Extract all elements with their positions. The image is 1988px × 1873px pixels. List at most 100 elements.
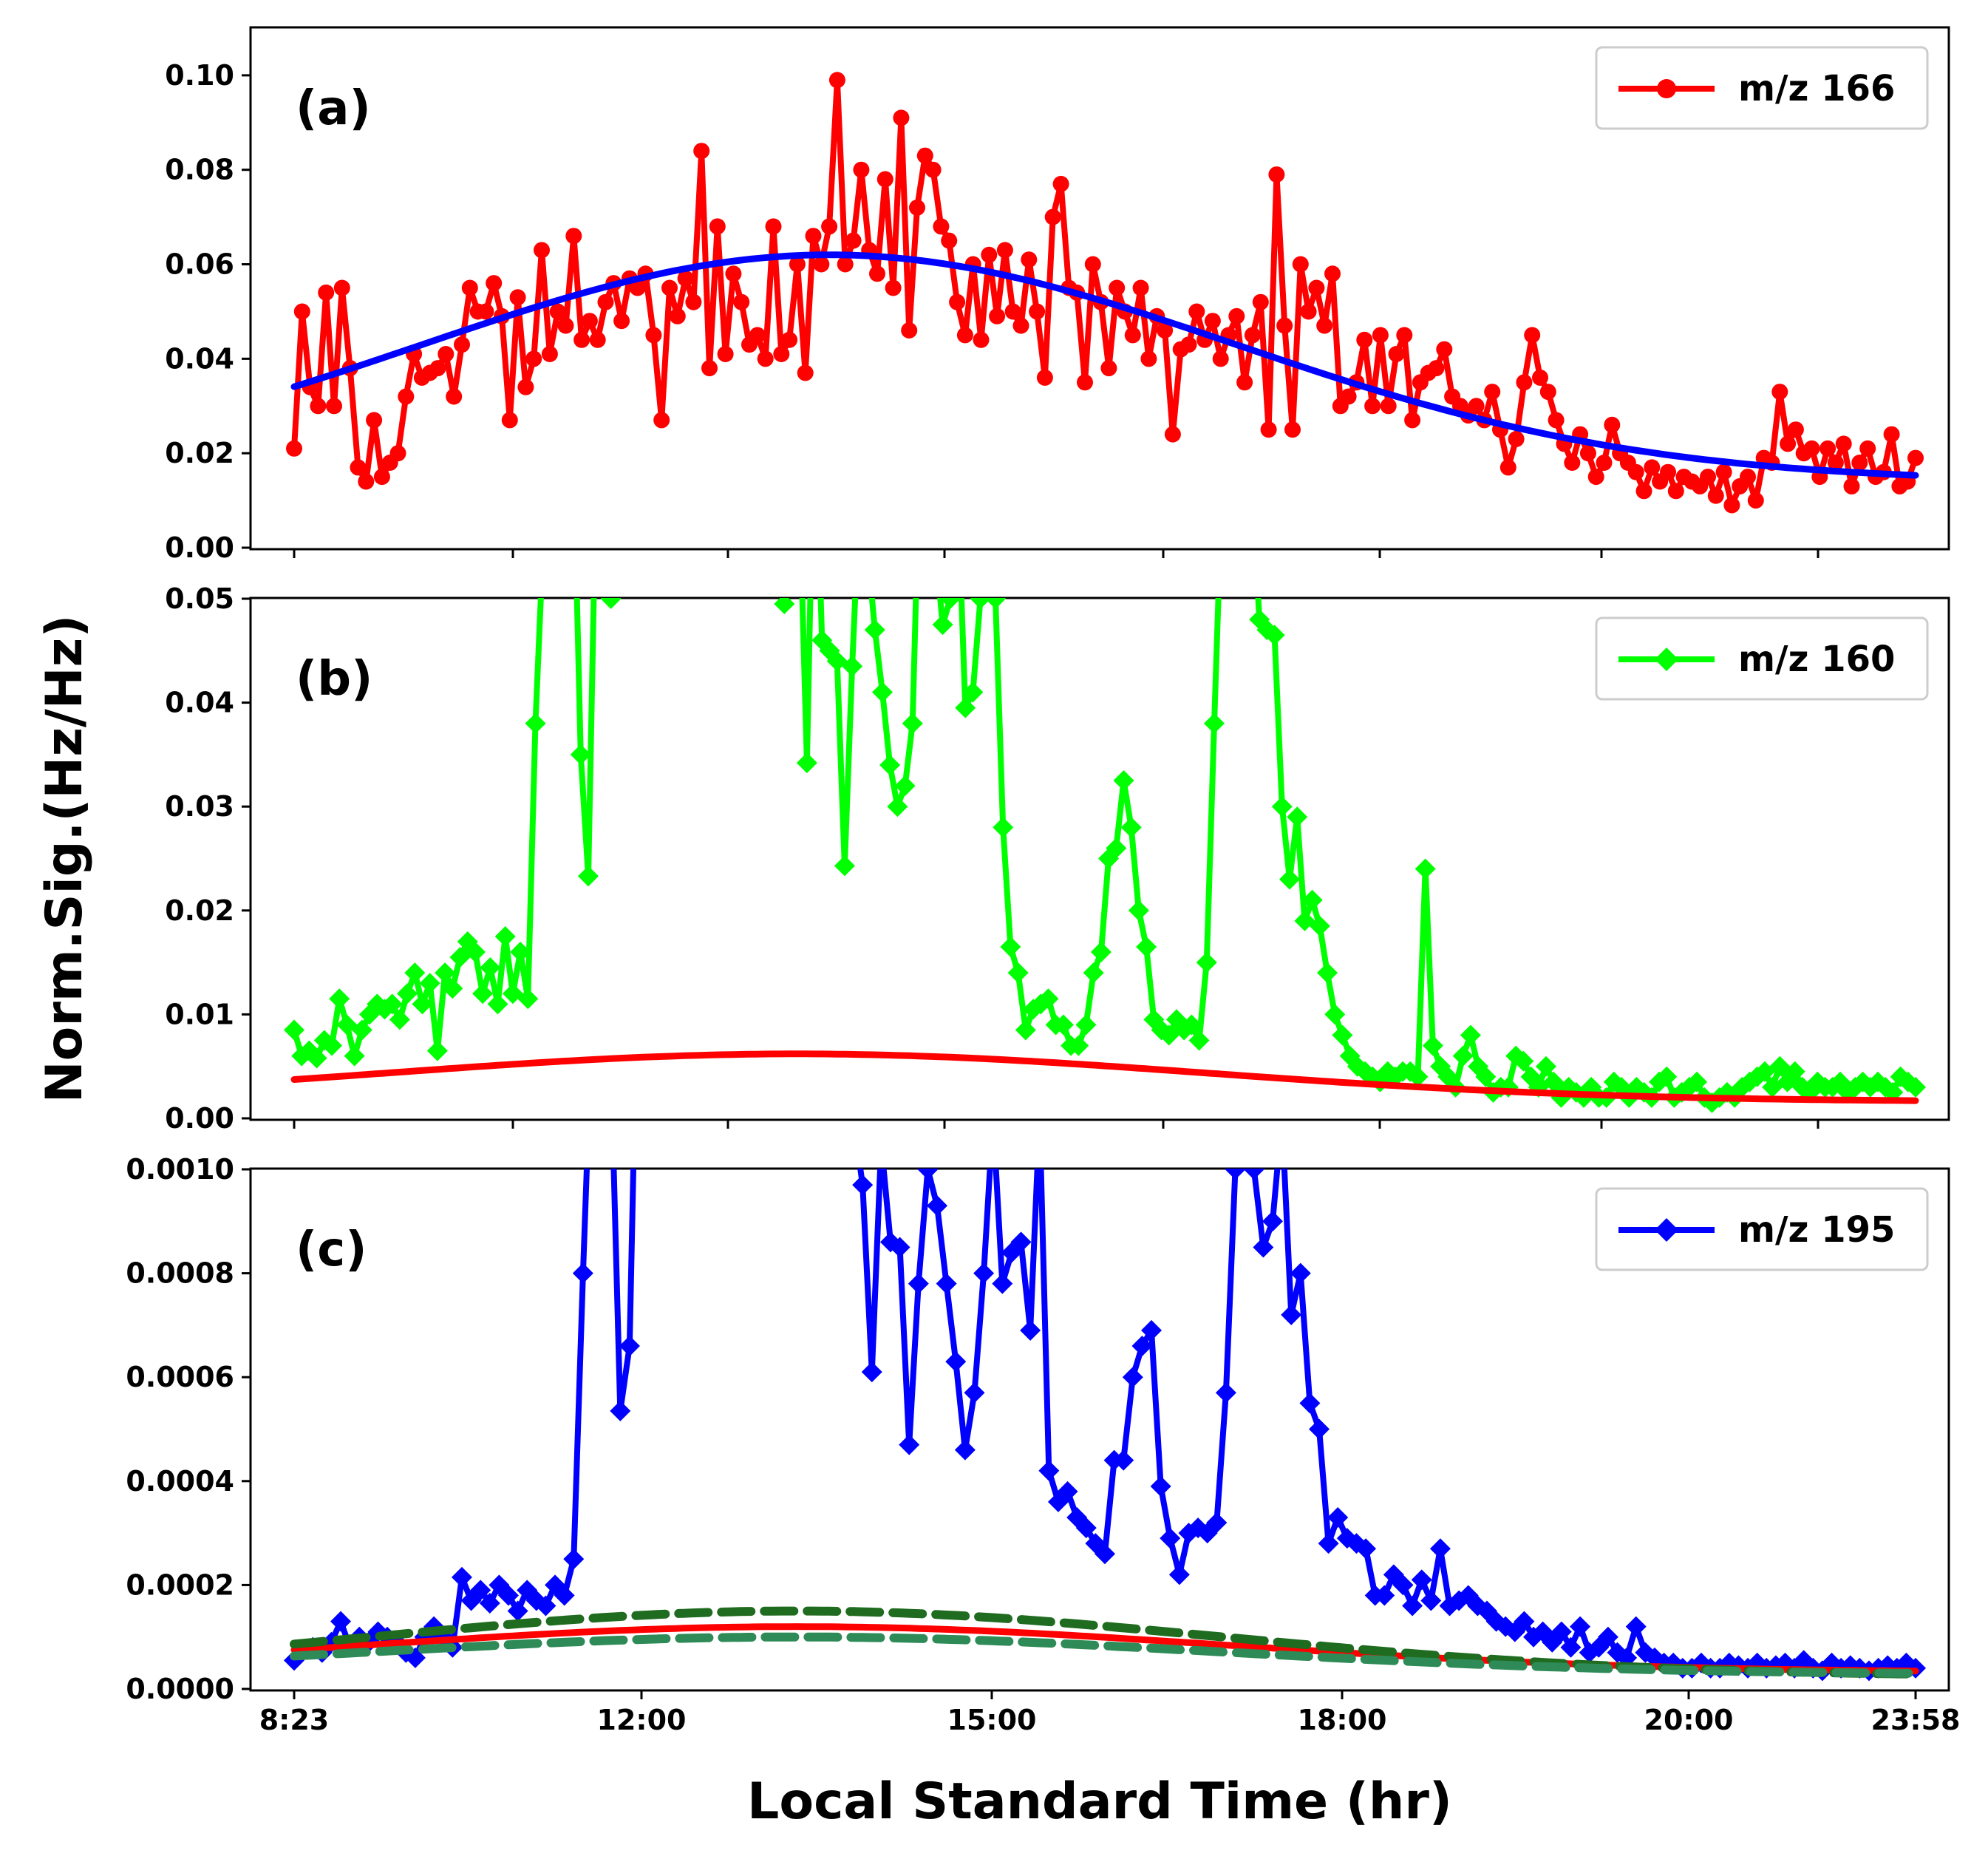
- data-point: [581, 313, 598, 330]
- data-point: [1327, 1507, 1349, 1529]
- data-point: [517, 988, 539, 1010]
- data-point: [1276, 317, 1293, 334]
- data-point: [993, 817, 1014, 838]
- data-point: [1524, 327, 1541, 344]
- data-point: [985, 598, 1007, 609]
- data-point: [981, 246, 998, 263]
- data-point: [1188, 1030, 1210, 1051]
- panel-b-plot-area: [284, 381, 1926, 1113]
- data-point: [442, 978, 463, 999]
- data-point: [479, 1593, 500, 1614]
- data-point: [464, 942, 486, 963]
- data-point: [1300, 303, 1317, 320]
- series-curve-lower-bound: [290, 1632, 1920, 1678]
- data-point: [1907, 449, 1924, 466]
- data-point: [797, 364, 814, 381]
- data-point: [1660, 463, 1676, 480]
- data-point: [1539, 384, 1556, 401]
- data-point: [381, 993, 403, 1015]
- data-point: [978, 537, 998, 557]
- panel-b-legend: m/z 160: [1595, 616, 1929, 701]
- x-axis-label: Local Standard Time (hr): [747, 1772, 1452, 1831]
- data-point: [397, 983, 418, 1005]
- data-point: [731, 951, 752, 972]
- panel-c-legend-label: m/z 195: [1738, 1209, 1895, 1251]
- data-point: [419, 973, 440, 994]
- data-point: [1787, 421, 1804, 438]
- data-point: [806, 951, 826, 972]
- data-point: [1475, 1066, 1497, 1087]
- data-point: [757, 350, 774, 367]
- data-point: [1516, 374, 1533, 391]
- data-point: [1784, 1061, 1805, 1082]
- panel-c-label: (c): [296, 1223, 367, 1277]
- data-point: [540, 381, 561, 401]
- data-point: [983, 1107, 1004, 1128]
- data-point: [1415, 858, 1436, 880]
- panel-c: 0.0000 0.0002 0.0004 0.0006 0.0008 0.0010 (c)…: [126, 900, 1950, 1705]
- data-point: [1106, 837, 1127, 859]
- data-point: [964, 1382, 985, 1404]
- data-point: [1168, 1564, 1190, 1585]
- data-point: [412, 993, 433, 1015]
- data-point: [684, 1003, 705, 1024]
- data-point: [1715, 463, 1732, 480]
- data-point: [721, 432, 742, 453]
- data-point: [889, 1237, 910, 1258]
- data-point: [541, 346, 558, 362]
- data-point: [1835, 435, 1852, 452]
- data-point: [284, 1019, 304, 1041]
- y-tick-label: 0.00: [165, 531, 234, 564]
- data-point: [1422, 1035, 1443, 1056]
- data-point: [1340, 388, 1357, 405]
- data-point: [593, 537, 613, 557]
- data-point: [887, 796, 908, 817]
- panel-b-legend-label: m/z 160: [1738, 639, 1895, 680]
- data-point: [629, 900, 650, 920]
- data-point: [1284, 421, 1301, 438]
- data-point: [864, 619, 885, 641]
- panel-c-legend-swatch: [1618, 1218, 1715, 1242]
- data-point: [1560, 1636, 1582, 1658]
- data-point: [736, 537, 757, 557]
- data-point: [962, 681, 984, 703]
- data-point: [1180, 336, 1197, 353]
- data-point: [709, 218, 726, 235]
- data-point: [1044, 208, 1061, 225]
- data-point: [973, 331, 990, 348]
- x-tick-labels: 8:23 12:00 15:00 18:00 20:00 23:58: [259, 1704, 1961, 1736]
- y-axis-label: Norm.Sig.(Hz/Hz): [35, 615, 94, 1104]
- panel-b-frame: [249, 596, 1950, 1121]
- panel-b: 0.00 0.01 0.02 0.03 0.04 0.05 (b) m/z 160: [165, 381, 1950, 1135]
- data-point: [902, 713, 923, 734]
- panel-a-label: (a): [296, 81, 371, 136]
- data-point: [1700, 469, 1716, 486]
- data-point: [955, 697, 976, 718]
- data-point: [1332, 1024, 1353, 1046]
- data-point: [554, 1585, 575, 1606]
- data-point: [1392, 1574, 1414, 1596]
- data-point: [970, 598, 991, 609]
- data-point: [701, 360, 718, 377]
- y-tick-label: 0.0010: [126, 1153, 234, 1186]
- data-point: [557, 317, 574, 334]
- panel-a-plot-area: [286, 72, 1924, 514]
- y-tick-label: 0.02: [165, 437, 234, 469]
- data-point: [1292, 256, 1309, 273]
- data-point: [1215, 1382, 1236, 1404]
- data-point: [1372, 327, 1389, 344]
- data-point: [577, 866, 599, 887]
- data-point: [591, 900, 612, 920]
- data-point: [908, 1273, 929, 1294]
- data-point: [330, 1611, 352, 1632]
- data-point: [842, 656, 863, 677]
- data-point: [1004, 303, 1021, 320]
- data-point: [1604, 416, 1621, 433]
- legend-marker: [1655, 647, 1678, 671]
- data-point: [1211, 484, 1232, 505]
- y-tick-label: 0.04: [165, 342, 234, 375]
- data-point: [1740, 469, 1756, 486]
- y-tick-label: 0.0006: [126, 1361, 234, 1393]
- data-point: [329, 988, 350, 1010]
- data-point: [852, 1175, 874, 1196]
